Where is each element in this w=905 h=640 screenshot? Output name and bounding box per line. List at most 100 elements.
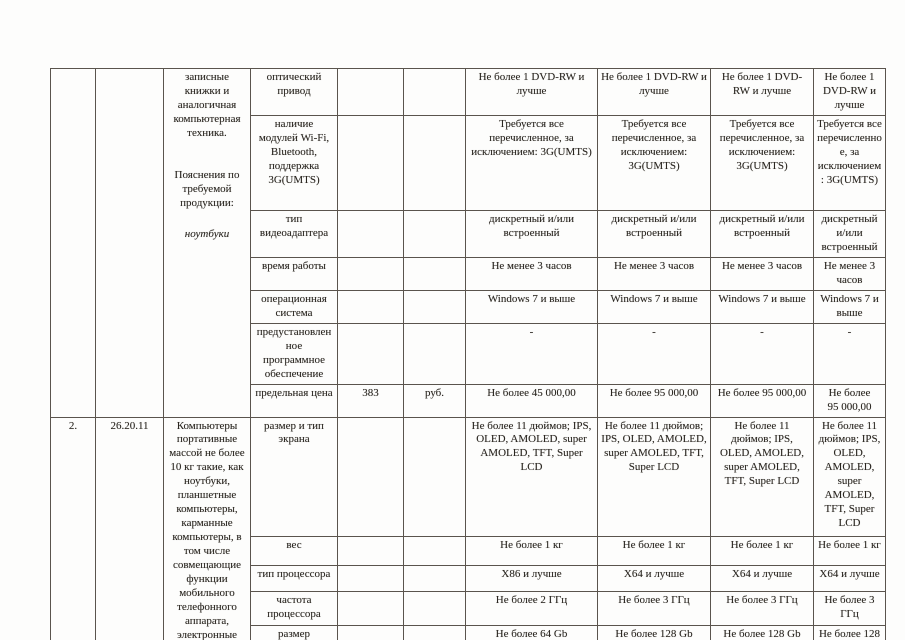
value-cell-3: Не более 3 ГГц	[710, 590, 814, 626]
table-row: наличие модулей Wi-Fi, Bluetooth, поддер…	[51, 114, 886, 211]
value-cell-3: Не менее 3 часов	[710, 256, 814, 291]
value-cell-1: Не более 11 дюймов; IPS, OLED, AMOLED, s…	[465, 416, 598, 538]
table-row: записные книжки и аналогичная компьютерн…	[50, 68, 886, 418]
value-cell-4: дискретный и/или встроенный	[813, 209, 886, 258]
product-description-cell: Компьютеры портативные массой не более 1…	[163, 416, 251, 640]
value-cell-4: Не более 3 ГГц	[813, 590, 886, 626]
qty-cell	[337, 209, 404, 258]
value-cell-1: X86 и лучше	[465, 565, 598, 592]
characteristic-cell: оптический привод	[250, 68, 338, 116]
unit-cell	[403, 536, 466, 567]
characteristic-cell: размер оперативной памяти	[250, 624, 338, 640]
qty-cell	[337, 565, 404, 592]
value-cell-4: Не более 11 дюймов; IPS, OLED, AMOLED, s…	[813, 416, 886, 538]
value-cell-1: Не более 2 ГГц	[465, 590, 598, 626]
characteristic-cell: тип процессора	[250, 565, 338, 592]
value-cell-2: Не более 3 ГГц	[597, 590, 711, 626]
table-row: частота процессора Не более 2 ГГц Не бол…	[51, 590, 886, 626]
qty-cell	[337, 536, 404, 567]
value-cell-4: X64 и лучше	[813, 565, 886, 592]
value-cell-2: Не менее 3 часов	[597, 256, 711, 291]
value-cell-3: Не более 1 DVD-RW и лучше	[710, 68, 814, 116]
unit-cell	[403, 114, 466, 211]
value-cell-2: дискретный и/или встроенный	[597, 209, 711, 258]
value-cell-4: Не более 1 кг	[813, 536, 886, 567]
unit-cell	[403, 209, 466, 258]
characteristic-cell: время работы	[250, 256, 338, 291]
qty-cell: 383	[337, 383, 404, 418]
value-cell-1: Не менее 3 часов	[465, 256, 598, 291]
qty-cell	[337, 416, 404, 538]
value-cell-2: Не более 11 дюймов; IPS, OLED, AMOLED, s…	[597, 416, 711, 538]
characteristic-cell: тип видеоадаптера	[250, 209, 338, 258]
value-cell-1: Не более 64 Gb	[465, 624, 598, 640]
value-cell-4: Не более 128 Gb	[813, 624, 886, 640]
characteristic-cell: вес	[250, 536, 338, 567]
unit-cell	[403, 68, 466, 116]
unit-cell: руб.	[403, 383, 466, 418]
unit-cell	[403, 256, 466, 291]
value-cell-2: Не более 1 кг	[597, 536, 711, 567]
okpd-code-cell: 26.20.11	[95, 416, 164, 640]
characteristic-cell: предельная цена	[250, 383, 338, 418]
value-cell-4: Требуется все перечисленное, за исключен…	[813, 114, 886, 211]
value-cell-2: Не более 95 000,00	[597, 383, 711, 418]
table-row: 2. 26.20.11 Компьютеры портативные массо…	[50, 416, 886, 640]
value-cell-3: Не более 11 дюймов; IPS, OLED, AMOLED, s…	[710, 416, 814, 538]
value-cell-4: Не более 95 000,00	[813, 383, 886, 418]
unit-cell	[403, 590, 466, 626]
value-cell-3: дискретный и/или встроенный	[710, 209, 814, 258]
row-number-cell: 2.	[50, 416, 96, 640]
value-cell-3: -	[710, 322, 814, 385]
description-block: записные книжки и аналогичная компьютерн…	[167, 71, 247, 242]
description-text: записные книжки и аналогичная компьютерн…	[173, 71, 241, 139]
value-cell-1: Не более 1 кг	[465, 536, 598, 567]
unit-cell	[403, 322, 466, 385]
unit-cell	[403, 289, 466, 324]
value-cell-2: -	[597, 322, 711, 385]
procurement-spec-table: записные книжки и аналогичная компьютерн…	[50, 68, 886, 640]
value-cell-2: Не более 1 DVD-RW и лучше	[597, 68, 711, 116]
table-row: время работы Не менее 3 часов Не менее 3…	[51, 256, 886, 291]
qty-cell	[337, 590, 404, 626]
value-cell-1: Не более 45 000,00	[465, 383, 598, 418]
unit-cell	[403, 624, 466, 640]
characteristic-cell: предустановленное программное обеспечени…	[250, 322, 338, 385]
characteristic-cell: частота процессора	[250, 590, 338, 626]
table-row: предустановленное программное обеспечени…	[51, 322, 886, 385]
value-cell-2: Не более 128 Gb	[597, 624, 711, 640]
row-number-cell	[50, 68, 96, 418]
table-row: размер оперативной памяти Не более 64 Gb…	[51, 624, 886, 640]
value-cell-1: Не более 1 DVD-RW и лучше	[465, 68, 598, 116]
value-cell-3: X64 и лучше	[710, 565, 814, 592]
qty-cell	[337, 114, 404, 211]
value-cell-1: -	[465, 322, 598, 385]
qty-cell	[337, 289, 404, 324]
table-row: предельная цена 383 руб. Не более 45 000…	[51, 383, 886, 418]
characteristic-cell: операционная система	[250, 289, 338, 324]
table-row: операционная система Windows 7 и выше Wi…	[51, 289, 886, 324]
value-cell-2: X64 и лучше	[597, 565, 711, 592]
qty-cell	[337, 256, 404, 291]
unit-cell	[403, 565, 466, 592]
value-cell-4: Не более 1 DVD-RW и лучше	[813, 68, 886, 116]
characteristic-cell: наличие модулей Wi-Fi, Bluetooth, поддер…	[250, 114, 338, 211]
okpd-code-cell	[95, 68, 164, 418]
description-text: Пояснения по требуемой продукции:	[174, 168, 240, 209]
table-row: вес Не более 1 кг Не более 1 кг Не более…	[51, 536, 886, 567]
value-cell-2: Требуется все перечисленное, за исключен…	[597, 114, 711, 211]
qty-cell	[337, 624, 404, 640]
value-cell-1: Windows 7 и выше	[465, 289, 598, 324]
table-row: тип видеоадаптера дискретный и/или встро…	[51, 209, 886, 258]
value-cell-2: Windows 7 и выше	[597, 289, 711, 324]
value-cell-1: дискретный и/или встроенный	[465, 209, 598, 258]
value-cell-3: Windows 7 и выше	[710, 289, 814, 324]
value-cell-1: Требуется все перечисленное, за исключен…	[465, 114, 598, 211]
value-cell-4: Windows 7 и выше	[813, 289, 886, 324]
unit-cell	[403, 416, 466, 538]
description-note: ноутбуки	[184, 227, 230, 240]
value-cell-4: Не менее 3 часов	[813, 256, 886, 291]
table-row: тип процессора X86 и лучше X64 и лучше X…	[51, 565, 886, 592]
value-cell-3: Не более 128 Gb	[710, 624, 814, 640]
